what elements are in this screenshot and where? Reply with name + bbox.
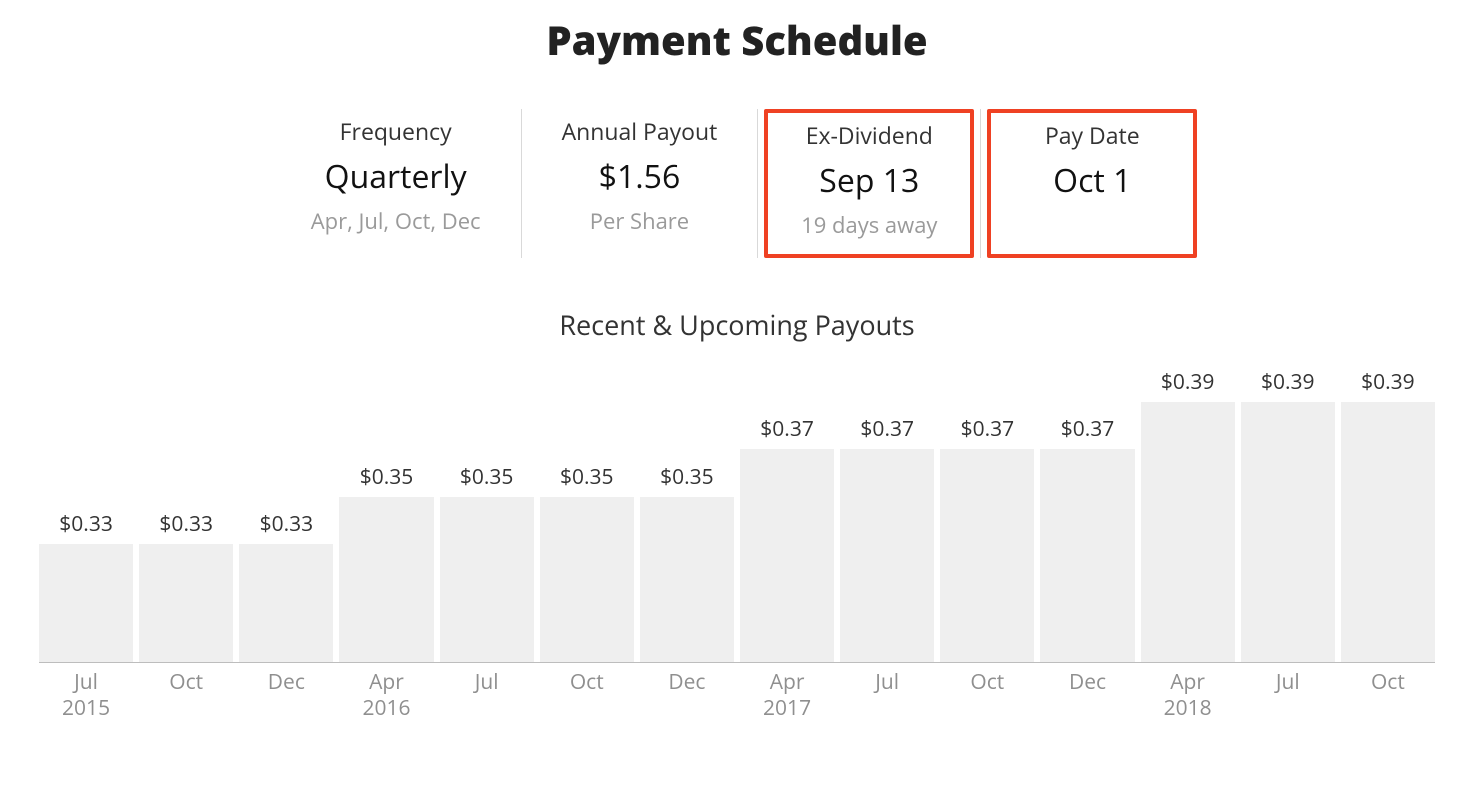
x-tick-label: Oct [169, 669, 203, 695]
x-tick-label: Oct [570, 669, 604, 695]
chart-bar: $0.35 [640, 497, 734, 662]
chart-bar: $0.39 [1341, 402, 1435, 662]
bar-value-label: $0.35 [460, 463, 514, 491]
card-value: $1.56 [562, 155, 718, 198]
chart-bar: $0.37 [1040, 449, 1134, 662]
chart-bar: $0.37 [840, 449, 934, 662]
chart-title: Recent & Upcoming Payouts [0, 306, 1474, 343]
bar-value-label: $0.35 [360, 463, 414, 491]
bar-value-label: $0.33 [59, 510, 113, 538]
bar-value-label: $0.39 [1161, 368, 1215, 396]
chart-bar: $0.35 [339, 497, 433, 662]
chart-bar: $0.33 [239, 544, 333, 662]
chart-bar: $0.39 [1241, 402, 1335, 662]
bar-value-label: $0.33 [260, 510, 314, 538]
x-tick-label: Apr2018 [1164, 669, 1212, 722]
summary-card: Ex-Dividend Sep 13 19 days away [764, 109, 974, 258]
summary-card: Annual Payout $1.56 Per Share [528, 109, 752, 258]
card-value: Quarterly [311, 155, 481, 198]
bar-value-label: $0.37 [860, 415, 914, 443]
bar-value-label: $0.37 [961, 415, 1015, 443]
bar-value-label: $0.35 [560, 463, 614, 491]
x-tick-label: Dec [268, 669, 305, 695]
summary-card: Frequency Quarterly Apr, Jul, Oct, Dec [277, 109, 515, 258]
bar-value-label: $0.39 [1261, 368, 1315, 396]
summary-card: Pay Date Oct 1 [987, 109, 1197, 258]
bar-value-label: $0.37 [1061, 415, 1115, 443]
x-tick-label: Jul [1276, 669, 1300, 695]
card-label: Frequency [311, 115, 481, 147]
card-divider [521, 109, 522, 258]
chart-bar: $0.33 [139, 544, 233, 662]
chart-bar: $0.37 [940, 449, 1034, 662]
card-label: Annual Payout [562, 115, 718, 147]
chart-bar: $0.39 [1141, 402, 1235, 662]
x-tick-label: Oct [1371, 669, 1405, 695]
card-value: Oct 1 [1021, 159, 1163, 202]
card-subtext: 19 days away [798, 210, 940, 240]
x-tick-label: Apr2017 [763, 669, 811, 722]
chart-bar: $0.35 [540, 497, 634, 662]
chart-plot-area: $0.33$0.33$0.33$0.35$0.35$0.35$0.35$0.37… [39, 363, 1435, 663]
card-label: Pay Date [1021, 119, 1163, 151]
card-divider [757, 109, 758, 258]
summary-cards-row: Frequency Quarterly Apr, Jul, Oct, Dec Annu… [0, 109, 1474, 258]
payment-schedule-panel: Payment Schedule Frequency Quarterly Apr, … [0, 0, 1474, 806]
card-value: Sep 13 [798, 159, 940, 202]
card-label: Ex-Dividend [798, 119, 940, 151]
chart-bar: $0.37 [740, 449, 834, 662]
bar-value-label: $0.35 [660, 463, 714, 491]
x-tick-label: Jul [475, 669, 499, 695]
chart-x-axis: Jul2015 Oct Dec Apr2016 Jul Oct Dec Apr2017 Jul O… [39, 663, 1435, 723]
card-subtext: Per Share [562, 206, 718, 236]
x-tick-label: Dec [1069, 669, 1106, 695]
bar-value-label: $0.37 [760, 415, 814, 443]
chart-bar: $0.35 [440, 497, 534, 662]
x-tick-label: Apr2016 [362, 669, 410, 722]
card-subtext: Apr, Jul, Oct, Dec [311, 206, 481, 236]
x-tick-label: Oct [970, 669, 1004, 695]
x-tick-label: Jul2015 [62, 669, 110, 722]
bar-value-label: $0.39 [1361, 368, 1415, 396]
x-tick-label: Jul [875, 669, 899, 695]
payout-bar-chart: $0.33$0.33$0.33$0.35$0.35$0.35$0.35$0.37… [39, 363, 1435, 723]
x-tick-label: Dec [668, 669, 705, 695]
chart-bar: $0.33 [39, 544, 133, 662]
page-title: Payment Schedule [0, 12, 1474, 67]
bar-value-label: $0.33 [159, 510, 213, 538]
card-divider [980, 109, 981, 258]
